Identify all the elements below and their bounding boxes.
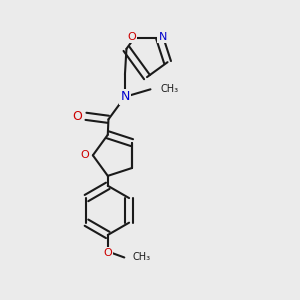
Text: O: O bbox=[103, 248, 112, 258]
Text: O: O bbox=[127, 32, 136, 41]
Text: O: O bbox=[73, 110, 82, 123]
Text: CH₃: CH₃ bbox=[133, 253, 151, 262]
Text: N: N bbox=[120, 90, 130, 103]
Text: N: N bbox=[158, 32, 167, 41]
Text: O: O bbox=[80, 150, 89, 160]
Text: CH₃: CH₃ bbox=[160, 84, 178, 94]
